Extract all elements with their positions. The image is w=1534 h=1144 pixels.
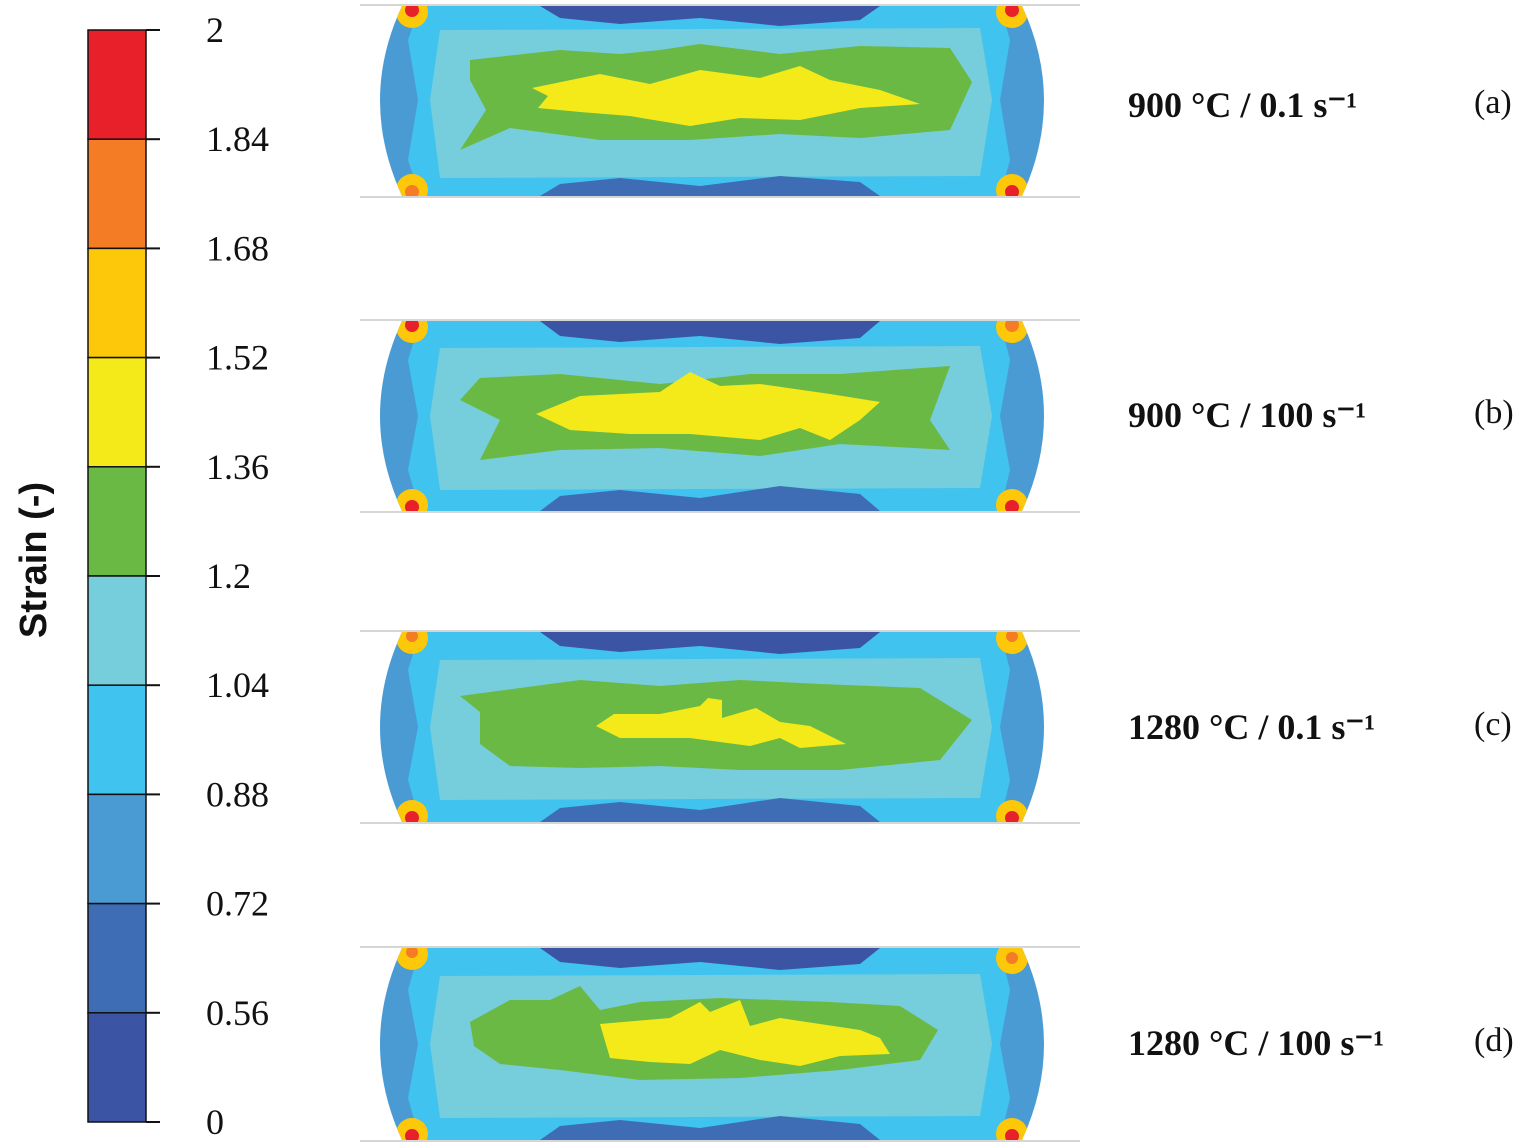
condition-label-a: 900 °C / 0.1 s⁻¹ xyxy=(1128,85,1358,125)
colorbar-title: Strain (-) xyxy=(13,482,55,638)
contour-panel-d xyxy=(360,946,1080,1142)
condition-label-c: 1280 °C / 0.1 s⁻¹ xyxy=(1128,707,1376,747)
colorbar-tick-label: 1.04 xyxy=(206,665,269,705)
colorbar-band xyxy=(87,138,147,250)
colorbar-band xyxy=(87,29,147,140)
colorbar-tick-label: 1.36 xyxy=(206,447,269,487)
colorbar-tick-label: 1.52 xyxy=(206,338,269,378)
colorbar-band xyxy=(87,466,147,577)
panel-tag-c: (c) xyxy=(1474,706,1512,743)
colorbar-band xyxy=(87,902,147,1014)
contour-panel-c xyxy=(360,630,1080,824)
colorbar-band xyxy=(87,1012,147,1123)
colorbar-tick-label: 0.72 xyxy=(206,884,269,924)
colorbar-band xyxy=(87,793,147,905)
strain-colorbar: Strain (-) 2 1.84 1.68 1.52 1.36 1.2 1.04 0.88 0… xyxy=(13,10,269,1142)
panel-tag-d: (d) xyxy=(1474,1022,1514,1059)
contour-panels xyxy=(360,4,1080,1142)
colorbar-tick-label: 0 xyxy=(206,1102,224,1142)
colorbar-band xyxy=(87,247,147,359)
colorbar-tick-label: 0.56 xyxy=(206,993,269,1033)
colorbar-band xyxy=(87,356,147,468)
colorbar-tick-label: 1.2 xyxy=(206,556,251,596)
contour-panel-b xyxy=(360,319,1080,513)
colorbar-tick-label: 2 xyxy=(206,10,224,50)
colorbar-tick-label: 0.88 xyxy=(206,774,269,814)
colorbar-band xyxy=(87,575,147,686)
panel-tag-a: (a) xyxy=(1474,84,1512,121)
colorbar-band xyxy=(87,684,147,796)
condition-label-d: 1280 °C / 100 s⁻¹ xyxy=(1128,1023,1385,1063)
condition-label-b: 900 °C / 100 s⁻¹ xyxy=(1128,395,1367,435)
panel-tag-b: (b) xyxy=(1474,394,1514,431)
colorbar-tick-label: 1.84 xyxy=(206,119,269,159)
contour-panel-a xyxy=(360,4,1080,198)
colorbar-tick-label: 1.68 xyxy=(206,228,269,268)
